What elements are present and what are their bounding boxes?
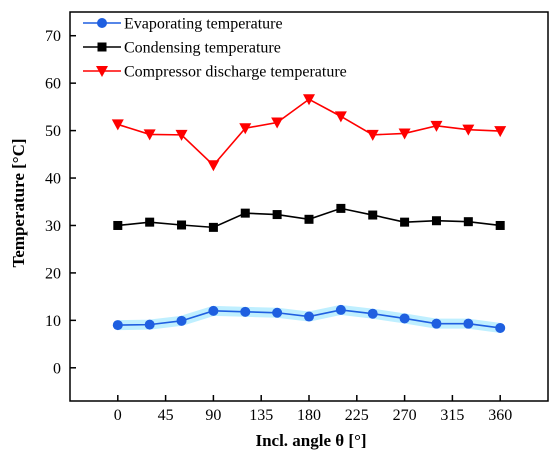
- data-point: [463, 318, 474, 329]
- data-point: [177, 220, 187, 230]
- data-point: [367, 308, 378, 319]
- legend-marker: [96, 66, 108, 77]
- data-point: [112, 320, 123, 331]
- y-tick-label: 10: [45, 313, 61, 330]
- x-tick-label: 225: [345, 407, 369, 424]
- data-point: [272, 307, 283, 318]
- data-point: [208, 305, 219, 316]
- data-point: [400, 217, 410, 227]
- data-point: [398, 128, 411, 140]
- data-point: [430, 120, 443, 132]
- data-point: [304, 311, 314, 322]
- data-point: [240, 208, 250, 218]
- data-point: [207, 160, 220, 172]
- x-axis-title: Incl. angle θ [°]: [255, 431, 366, 450]
- x-tick-label: 360: [488, 407, 512, 424]
- data-point: [335, 304, 346, 315]
- y-tick-label: 50: [45, 123, 61, 140]
- data-point: [431, 318, 442, 329]
- data-point: [239, 123, 252, 135]
- data-point: [366, 129, 379, 141]
- legend-marker: [97, 18, 107, 28]
- y-axis-title: Temperature [°C]: [9, 138, 28, 267]
- x-tick-label: 135: [249, 407, 273, 424]
- data-point: [463, 217, 473, 227]
- data-point: [368, 210, 378, 220]
- data-point: [145, 217, 155, 227]
- data-point: [272, 210, 282, 220]
- y-tick-label: 0: [53, 360, 61, 377]
- y-tick-label: 60: [45, 76, 61, 93]
- series-1: [113, 203, 505, 232]
- data-point: [462, 124, 475, 136]
- data-point: [495, 220, 505, 230]
- y-tick-label: 20: [45, 265, 61, 282]
- data-point: [431, 216, 441, 226]
- data-point: [143, 129, 156, 141]
- y-tick-label: 40: [45, 171, 61, 188]
- x-tick-label: 180: [297, 407, 321, 424]
- data-point: [111, 119, 124, 131]
- data-point: [495, 322, 506, 333]
- x-tick-label: 90: [205, 407, 221, 424]
- data-point: [144, 319, 155, 330]
- data-point: [399, 313, 410, 324]
- y-tick-label: 70: [45, 28, 61, 45]
- data-point: [271, 117, 284, 129]
- series-2: [111, 94, 507, 172]
- data-point: [336, 203, 346, 213]
- legend-marker: [97, 42, 107, 52]
- data-point: [304, 214, 314, 224]
- data-point: [176, 315, 187, 326]
- data-point: [240, 306, 251, 317]
- data-point: [175, 129, 188, 141]
- x-tick-label: 0: [114, 407, 122, 424]
- data-point: [303, 94, 315, 106]
- legend-label: Condensing temperature: [124, 40, 281, 57]
- series-0: [112, 304, 506, 333]
- legend: Evaporating temperature Condensing temper…: [83, 16, 347, 81]
- series-layer: [111, 94, 507, 333]
- data-point: [334, 111, 347, 123]
- x-tick-label: 45: [158, 407, 174, 424]
- tick-layer: 0 45 90 135 180 225 270 315 360 0 10 20 30 40 50 60 70: [45, 28, 512, 424]
- data-point: [113, 220, 123, 230]
- y-tick-label: 30: [45, 218, 61, 235]
- series-line-2: [117, 98, 501, 167]
- x-tick-label: 270: [393, 407, 417, 424]
- legend-label: Evaporating temperature: [124, 16, 283, 33]
- data-point: [494, 126, 507, 138]
- x-tick-label: 315: [440, 407, 464, 424]
- data-point: [208, 222, 218, 232]
- legend-label: Compressor discharge temperature: [124, 64, 347, 81]
